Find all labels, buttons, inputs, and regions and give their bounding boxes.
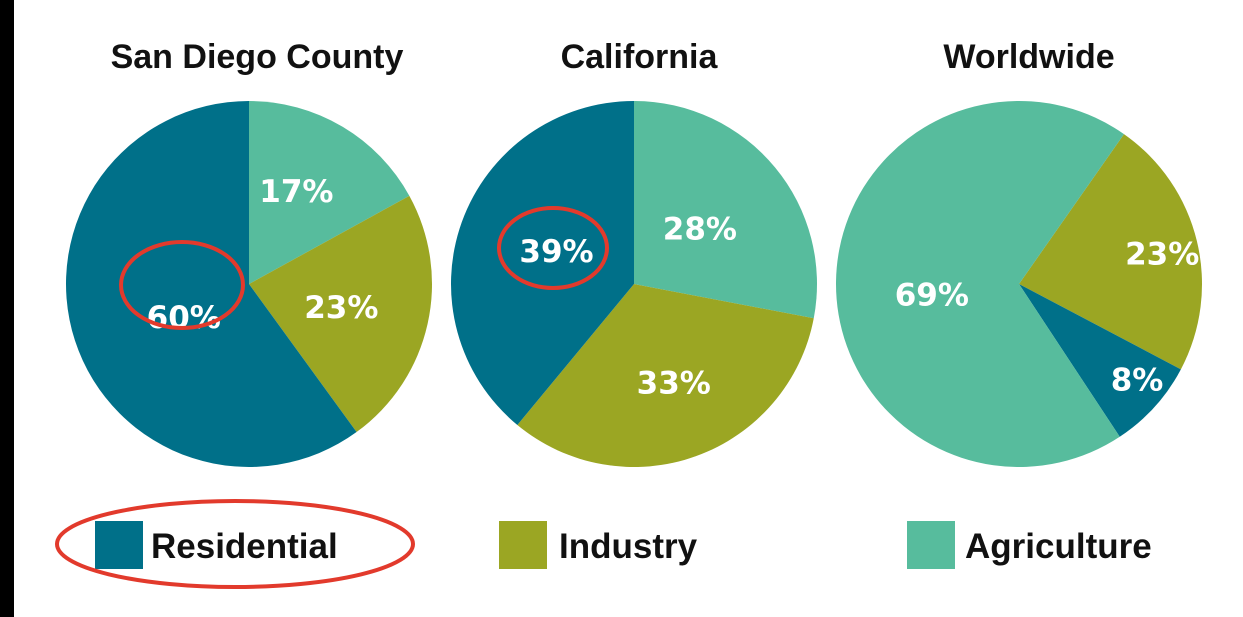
legend: Residential Industry Agriculture bbox=[55, 499, 1152, 589]
legend-item-industry: Industry bbox=[499, 521, 698, 569]
pie-slice-agriculture bbox=[836, 100, 1124, 467]
slice-label-agriculture: 69% bbox=[895, 278, 969, 314]
pie-slice-residential bbox=[1019, 284, 1181, 437]
pie-slice-residential bbox=[450, 100, 634, 426]
slice-label-agriculture: 28% bbox=[663, 212, 737, 248]
pie-charts-group: San Diego County 17% 23% 60% California 28% 33… bbox=[65, 38, 1202, 468]
pie-charts-figure: San Diego County 17% 23% 60% California 28% 33… bbox=[55, 38, 1202, 589]
legend-swatch bbox=[95, 521, 143, 569]
highlight-ring bbox=[55, 499, 415, 589]
legend-swatch bbox=[499, 521, 547, 569]
slice-label-industry: 33% bbox=[637, 365, 711, 401]
pie-slice-industry bbox=[1019, 134, 1202, 370]
chart-title-california: California bbox=[561, 38, 719, 76]
chart-title-san-diego-county: San Diego County bbox=[111, 38, 404, 76]
highlight-ring bbox=[497, 206, 609, 290]
slice-label-residential: 39% bbox=[519, 234, 593, 270]
slice-label-industry: 23% bbox=[304, 290, 378, 326]
pie-slice-industry bbox=[249, 195, 433, 433]
pie-chart-worldwide: Worldwide 23% 8% 69% bbox=[836, 38, 1202, 467]
pie-slice-agriculture bbox=[249, 101, 410, 284]
legend-item-residential: Residential bbox=[55, 499, 415, 589]
pie-chart-california: California 28% 33% 39% bbox=[450, 38, 817, 467]
legend-item-agriculture: Agriculture bbox=[907, 521, 1152, 569]
legend-label: Residential bbox=[151, 527, 338, 566]
highlight-ring bbox=[119, 240, 245, 330]
slice-label-industry: 23% bbox=[1125, 237, 1199, 273]
legend-swatch bbox=[907, 521, 955, 569]
pie-chart-san-diego-county: San Diego County 17% 23% 60% bbox=[65, 38, 433, 468]
slice-label-residential: 8% bbox=[1111, 363, 1164, 399]
slice-label-agriculture: 17% bbox=[259, 174, 333, 210]
chart-panel: San Diego County 17% 23% 60% California 28% 33… bbox=[14, 0, 1243, 617]
chart-title-worldwide: Worldwide bbox=[943, 38, 1114, 76]
pie-slice-residential bbox=[65, 101, 357, 468]
pie-slice-industry bbox=[517, 284, 814, 467]
pie-slice-agriculture bbox=[634, 101, 817, 319]
slice-label-residential: 60% bbox=[147, 300, 221, 336]
legend-label: Industry bbox=[559, 527, 698, 566]
legend-label: Agriculture bbox=[965, 527, 1152, 566]
